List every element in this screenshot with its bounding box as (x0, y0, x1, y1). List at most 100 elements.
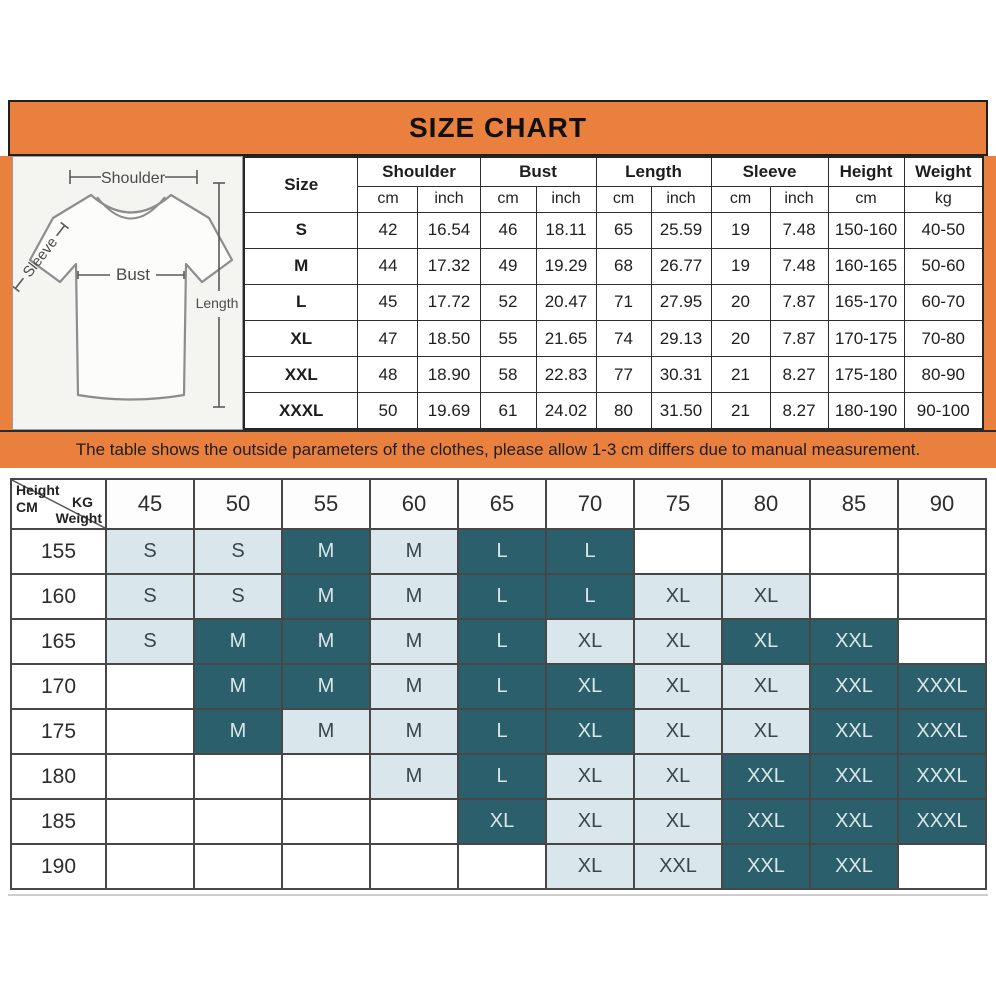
tshirt-outline (28, 193, 234, 401)
bottom-divider (8, 894, 988, 896)
size-table-row: XL 47 18.50 55 21.65 74 29.13 20 7.87 170-175 70-8… (243, 319, 984, 358)
matrix-cell: XXL (809, 708, 899, 755)
size-value-cell: 30.31 (650, 356, 712, 394)
size-table: Size Shoulder Bust Length Sleeve Height Weight… (242, 156, 985, 430)
matrix-cell: L (457, 528, 547, 575)
unit-header: kg (903, 185, 984, 213)
unit-header: inch (535, 185, 597, 213)
matrix-cell: XL (545, 663, 635, 710)
size-value-cell: 49 (479, 247, 537, 285)
matrix-cell: M (281, 708, 371, 755)
right-orange-strip (984, 156, 996, 430)
size-value-cell: 22.83 (535, 356, 597, 394)
size-table-header: Size Shoulder Bust Length Sleeve Height Weight… (243, 156, 984, 213)
height-row-label: 160 (10, 573, 107, 620)
size-column-header: Size (243, 156, 359, 213)
size-value-cell: 50-60 (903, 247, 984, 285)
matrix-cell (369, 798, 459, 845)
size-value-cell: 19.29 (535, 247, 597, 285)
matrix-cell: XXL (809, 663, 899, 710)
size-value-cell: 18.11 (535, 211, 597, 249)
tshirt-illustration: Shoulder Sleeve (12, 170, 238, 408)
matrix-cell (897, 528, 987, 575)
size-row-label: S (243, 211, 359, 249)
matrix-cell: XXXL (897, 798, 987, 845)
bust-label: Bust (116, 265, 150, 284)
matrix-cell: XXL (721, 798, 811, 845)
column-header-height: Height (827, 156, 905, 187)
matrix-row: 185 XL XL XL XXL XXL XXXL (10, 798, 987, 845)
matrix-cell (105, 843, 195, 890)
size-value-cell: 52 (479, 283, 537, 321)
unit-header: cm (595, 185, 652, 213)
height-row-label: 155 (10, 528, 107, 575)
weight-column-header: 75 (633, 478, 723, 530)
size-table-row: M 44 17.32 49 19.29 68 26.77 19 7.48 160-165 50-60 (243, 247, 984, 285)
matrix-cell: M (369, 573, 459, 620)
size-value-cell: 20 (710, 283, 771, 321)
size-value-cell: 21.65 (535, 319, 597, 358)
matrix-cell (809, 528, 899, 575)
size-value-cell: 55 (479, 319, 537, 358)
unit-header: cm (479, 185, 537, 213)
unit-header: inch (769, 185, 829, 213)
matrix-cell: XL (633, 618, 723, 665)
measurement-section: Shoulder Sleeve (0, 156, 996, 430)
left-orange-strip (0, 156, 12, 430)
matrix-cell: XL (545, 753, 635, 800)
matrix-cell: M (369, 753, 459, 800)
unit-header: cm (357, 185, 419, 213)
fit-matrix-header: Height CM KG Weight 45 50 55 60 65 70 75 80 85 90 (10, 478, 987, 530)
length-measure-line: Length (196, 182, 238, 408)
size-value-cell: 19 (710, 211, 771, 249)
column-header-sleeve: Sleeve (710, 156, 829, 187)
tshirt-measurement-diagram: Shoulder Sleeve (11, 156, 243, 430)
size-chart-page: SIZE CHART Shoulder (0, 100, 996, 896)
size-value-cell: 21 (710, 392, 771, 430)
matrix-cell: M (193, 708, 283, 755)
matrix-cell: XL (633, 573, 723, 620)
matrix-cell (897, 618, 987, 665)
matrix-cell: S (193, 573, 283, 620)
matrix-cell: XL (633, 753, 723, 800)
size-value-cell: 7.48 (769, 247, 829, 285)
size-value-cell: 24.02 (535, 392, 597, 430)
size-value-cell: 68 (595, 247, 652, 285)
size-value-cell: 20 (710, 319, 771, 358)
weight-column-header: 65 (457, 478, 547, 530)
matrix-row: 180 M L XL XL XXL XXL XXXL (10, 753, 987, 800)
size-value-cell: 60-70 (903, 283, 984, 321)
size-value-cell: 42 (357, 211, 419, 249)
matrix-cell: M (281, 528, 371, 575)
matrix-row: 170 M M M L XL XL XL XXL XXXL (10, 663, 987, 710)
size-row-label: XL (243, 319, 359, 358)
weight-column-header: 55 (281, 478, 371, 530)
corner-height-unit: CM (16, 499, 38, 515)
weight-column-header: 50 (193, 478, 283, 530)
weight-column-header: 60 (369, 478, 459, 530)
matrix-row: 160 S S M M L L XL XL (10, 573, 987, 620)
size-value-cell: 70-80 (903, 319, 984, 358)
unit-header: inch (417, 185, 481, 213)
size-value-cell: 19.69 (417, 392, 481, 430)
matrix-cell: XL (545, 843, 635, 890)
matrix-cell: XL (633, 708, 723, 755)
matrix-cell (281, 753, 371, 800)
size-value-cell: 150-160 (827, 211, 905, 249)
matrix-cell: M (281, 573, 371, 620)
size-row-label: M (243, 247, 359, 285)
diagonal-divider (12, 480, 105, 528)
matrix-corner-cell: Height CM KG Weight (10, 478, 107, 530)
matrix-cell: XL (545, 708, 635, 755)
matrix-cell: XL (545, 798, 635, 845)
matrix-cell: M (193, 663, 283, 710)
matrix-cell: XL (721, 663, 811, 710)
size-table-row: XXXL 50 19.69 61 24.02 80 31.50 21 8.27 180-190 90… (243, 392, 984, 430)
size-value-cell: 26.77 (650, 247, 712, 285)
matrix-row: 190 XL XXL XXL XXL (10, 843, 987, 890)
size-value-cell: 8.27 (769, 356, 829, 394)
section-gap (0, 468, 996, 478)
bust-measure-line: Bust (77, 265, 185, 284)
matrix-cell: M (369, 663, 459, 710)
column-header-length: Length (595, 156, 712, 187)
